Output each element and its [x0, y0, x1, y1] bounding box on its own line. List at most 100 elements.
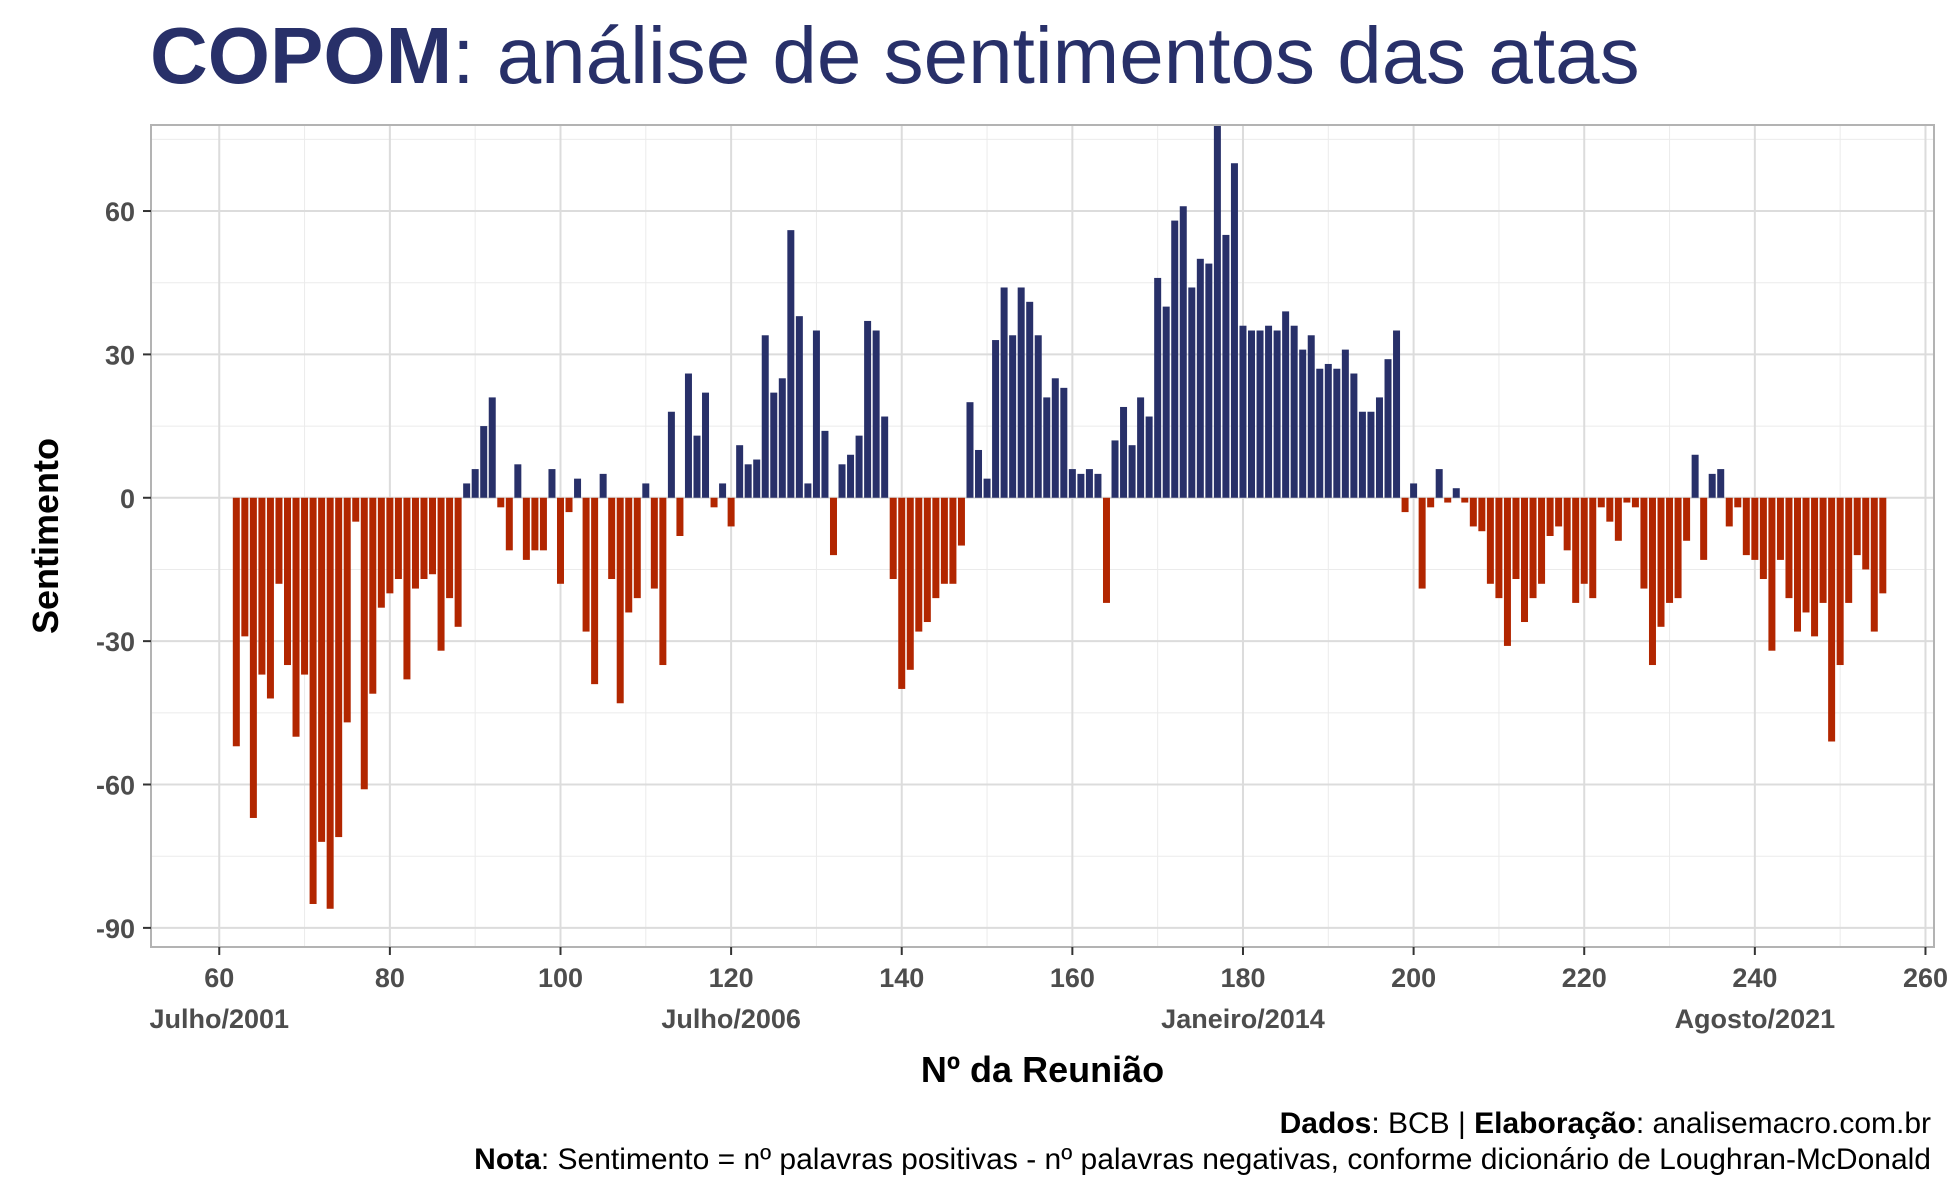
- bar: [1324, 363, 1332, 498]
- bar: [949, 497, 957, 584]
- bar: [1853, 497, 1861, 556]
- bar: [1572, 497, 1580, 603]
- bar: [446, 497, 454, 599]
- bar: [1179, 206, 1187, 498]
- bar: [1341, 349, 1349, 498]
- bar: [1717, 469, 1725, 498]
- bar: [514, 464, 522, 498]
- bar: [565, 497, 573, 513]
- bar: [1060, 387, 1068, 498]
- bar: [889, 497, 897, 580]
- bar: [1734, 497, 1742, 508]
- caption-nota-label: Nota: [474, 1143, 541, 1176]
- bar: [966, 402, 974, 498]
- bar: [1367, 411, 1375, 498]
- bar: [1657, 497, 1665, 627]
- bar: [1623, 497, 1631, 503]
- bar: [377, 497, 385, 608]
- bar: [335, 497, 343, 838]
- bar: [1597, 497, 1605, 508]
- x-date-label: Julho/2001: [149, 1004, 289, 1034]
- bar: [1708, 473, 1716, 498]
- bar: [1811, 497, 1819, 637]
- bar: [1111, 440, 1119, 498]
- bar: [480, 426, 488, 498]
- bar: [437, 497, 445, 651]
- bar: [1256, 330, 1264, 498]
- bar: [676, 497, 684, 536]
- x-date-label: Janeiro/2014: [1161, 1004, 1325, 1034]
- bar: [599, 473, 607, 498]
- panel-border: [150, 124, 1935, 948]
- bar: [1794, 497, 1802, 632]
- bar: [1580, 497, 1588, 584]
- bar: [855, 435, 863, 498]
- bar: [770, 392, 778, 498]
- bar: [1222, 234, 1230, 498]
- caption-line-1: Dados: BCB | Elaboração: analisemacro.co…: [474, 1106, 1931, 1142]
- bar: [1768, 497, 1776, 651]
- bar: [360, 497, 368, 790]
- chart-title: COPOM: análise de sentimentos das atas: [150, 6, 1640, 106]
- bar: [1461, 497, 1469, 503]
- bar: [591, 497, 599, 685]
- bar: [522, 497, 530, 560]
- bar: [727, 497, 735, 527]
- bar: [1683, 497, 1691, 541]
- bar: [1009, 335, 1017, 498]
- bar: [1316, 368, 1324, 498]
- bar: [1085, 469, 1093, 498]
- caption-line-2: Nota: Sentimento = nº palavras positivas…: [474, 1142, 1931, 1178]
- bar: [1444, 497, 1452, 503]
- bar: [795, 316, 803, 498]
- bar: [1017, 287, 1025, 498]
- bar: [1205, 263, 1213, 498]
- y-axis-title: Sentimento: [25, 438, 66, 634]
- bar: [881, 416, 889, 498]
- bar: [343, 497, 351, 723]
- bar: [1648, 497, 1656, 666]
- bar: [1606, 497, 1614, 522]
- bar: [309, 497, 317, 904]
- bar: [386, 497, 394, 594]
- bar: [1120, 406, 1128, 498]
- bar: [1435, 469, 1443, 498]
- bar: [1410, 483, 1418, 498]
- bar: [1563, 497, 1571, 551]
- bar: [275, 497, 283, 584]
- bar: [1077, 473, 1085, 498]
- caption-elaboracao-label: Elaboração: [1474, 1107, 1636, 1140]
- x-tick-label: 60: [204, 963, 234, 993]
- bar: [1145, 416, 1153, 498]
- bar: [1631, 497, 1639, 508]
- y-tick-label: 30: [105, 340, 135, 370]
- x-tick-label: 100: [538, 963, 583, 993]
- bar: [1427, 497, 1435, 508]
- bar: [1674, 497, 1682, 599]
- bar: [352, 497, 360, 522]
- bar: [1691, 454, 1699, 498]
- bar: [1171, 220, 1179, 498]
- bar: [1196, 258, 1204, 498]
- bar: [1700, 497, 1708, 560]
- bar: [1102, 497, 1110, 603]
- bar: [1358, 411, 1366, 498]
- bar: [1640, 497, 1648, 589]
- bar: [1512, 497, 1520, 580]
- x-tick-label: 160: [1050, 963, 1095, 993]
- bar: [847, 454, 855, 498]
- bar: [1614, 497, 1622, 541]
- bar: [1154, 277, 1162, 498]
- axis-ticks: 60 80 100 120 140 160 180 200 220 240 260 Julho/200…: [96, 197, 1948, 1034]
- bar: [1384, 359, 1392, 498]
- bar: [505, 497, 513, 551]
- x-tick-label: 240: [1732, 963, 1777, 993]
- bar: [411, 497, 419, 589]
- title-bold: COPOM: [150, 11, 453, 100]
- caption: Dados: BCB | Elaboração: analisemacro.co…: [474, 1106, 1931, 1178]
- caption-elaboracao-text: : analisemacro.com.br: [1635, 1107, 1931, 1140]
- bar: [633, 497, 641, 599]
- bar: [574, 478, 582, 498]
- bar: [1068, 469, 1076, 498]
- bar: [940, 497, 948, 584]
